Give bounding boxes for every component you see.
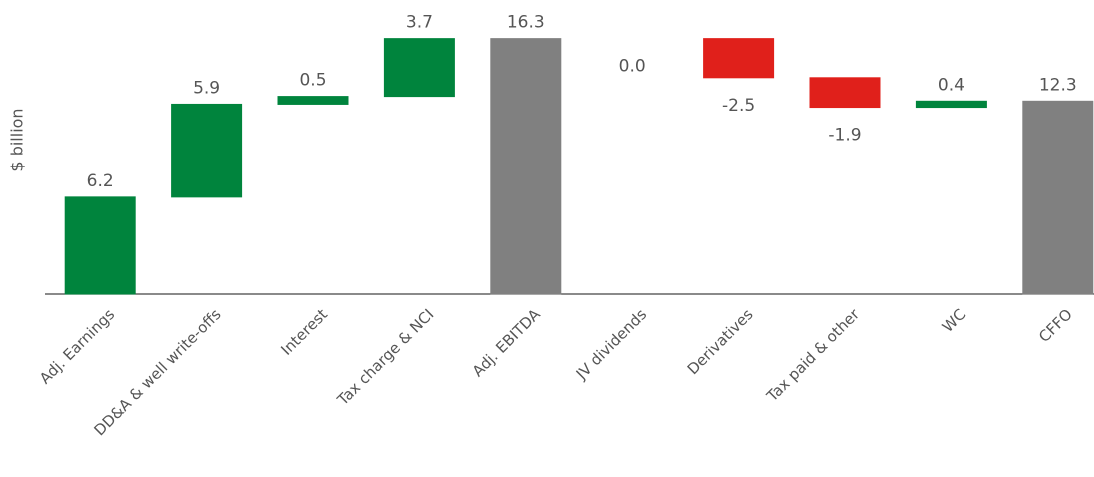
x-tick-label: Tax charge & NCI <box>333 305 437 409</box>
bar <box>703 38 775 79</box>
bar <box>809 77 881 109</box>
y-axis-label: $ billion <box>8 108 27 171</box>
value-label: 16.3 <box>507 13 545 33</box>
bar <box>915 100 987 109</box>
bar <box>171 103 243 198</box>
bar <box>1022 100 1094 295</box>
x-tick-label: CFFO <box>1035 305 1076 346</box>
value-label: 6.2 <box>87 171 114 191</box>
bar <box>490 38 562 295</box>
value-label: 0.0 <box>619 57 646 77</box>
value-label: -1.9 <box>828 126 861 146</box>
value-label: 0.5 <box>299 71 326 91</box>
value-label: 0.4 <box>938 75 965 95</box>
value-label: 5.9 <box>193 78 220 98</box>
value-label: 3.7 <box>406 13 433 33</box>
x-tick-label: Adj. EBITDA <box>469 305 545 381</box>
bar <box>277 96 349 105</box>
x-tick-label: Tax paid & other <box>763 305 864 406</box>
value-label: 12.3 <box>1039 75 1077 95</box>
bar <box>383 38 455 98</box>
bar <box>64 196 136 295</box>
x-tick-label: WC <box>939 305 970 336</box>
x-tick-label: Adj. Earnings <box>36 305 118 387</box>
value-label: -2.5 <box>722 96 755 116</box>
x-tick-label: Derivatives <box>684 305 757 378</box>
x-tick-label: Interest <box>277 305 331 359</box>
x-tick-label: JV dividends <box>572 305 650 383</box>
